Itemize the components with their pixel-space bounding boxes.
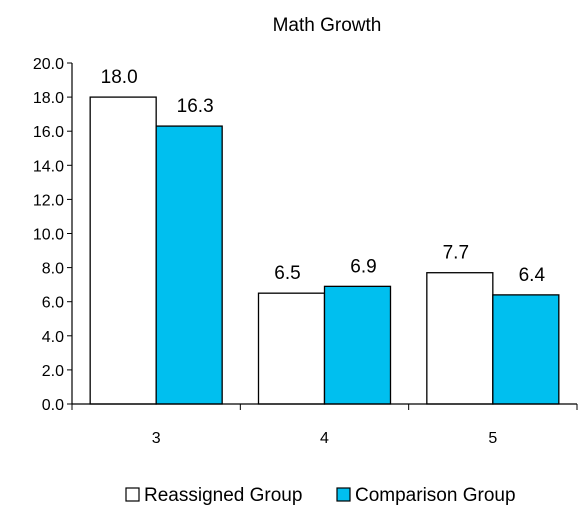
y-tick-label: 2.0 (42, 363, 64, 380)
bar (492, 294, 560, 405)
bar (89, 96, 157, 405)
data-label: 6.4 (519, 265, 546, 286)
y-tick-label: 20.0 (33, 56, 64, 73)
data-labels: 18.0 16.3 6.5 6.9 7.7 6.4 (101, 67, 546, 286)
y-tick-label: 16.0 (33, 124, 64, 141)
data-label: 6.5 (274, 263, 300, 284)
x-tick-label: 3 (152, 430, 161, 447)
data-label: 18.0 (101, 67, 138, 88)
axes (71, 63, 578, 410)
bar (323, 285, 392, 405)
bar (426, 272, 494, 405)
data-label: 16.3 (177, 96, 214, 117)
legend-swatch (336, 487, 351, 502)
bar (257, 292, 326, 405)
legend-label: Reassigned Group (144, 485, 302, 506)
y-tick-label: 0.0 (42, 397, 64, 414)
data-label: 7.7 (443, 243, 469, 264)
y-tick-label: 10.0 (33, 227, 64, 244)
y-tick-label: 6.0 (42, 295, 64, 312)
y-tick-label: 4.0 (42, 329, 64, 346)
bars (89, 96, 560, 405)
legend-swatch (125, 487, 140, 502)
y-tick-label: 8.0 (42, 261, 64, 278)
x-tick-label: 4 (320, 430, 329, 447)
legend-label: Comparison Group (355, 485, 516, 506)
y-tick-label: 14.0 (33, 158, 64, 175)
data-label: 6.9 (350, 256, 376, 277)
bar (155, 125, 223, 405)
chart-title: Math Growth (273, 15, 382, 36)
x-axis-ticks: 3 4 5 (152, 430, 498, 447)
y-axis-ticks: 0.0 2.0 4.0 6.0 8.0 10.0 12.0 14.0 16.0 18.0 20.0 (33, 56, 72, 414)
y-tick-label: 18.0 (33, 90, 64, 107)
x-tick-label: 5 (488, 430, 497, 447)
y-tick-label: 12.0 (33, 192, 64, 209)
legend: Reassigned Group Comparison Group (125, 485, 516, 506)
